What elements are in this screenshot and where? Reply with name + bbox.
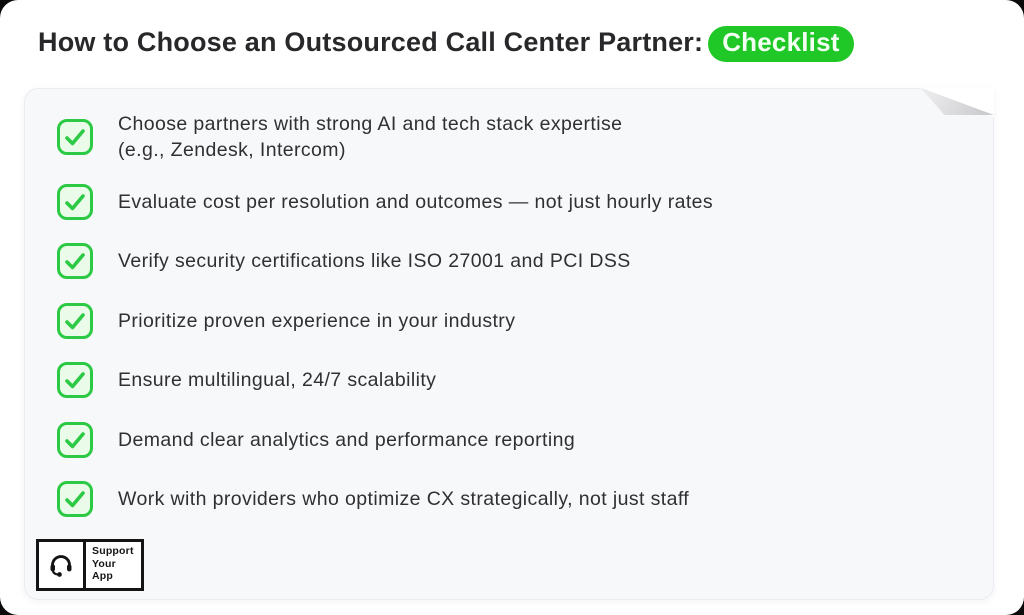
checklist-item-label: Ensure multilingual, 24/7 scalability (118, 368, 437, 391)
checklist-item: Choose partners with strong AI and tech … (57, 111, 622, 163)
checkbox-checked-icon (57, 243, 93, 279)
support-your-app-logo: Support Your App (36, 539, 144, 591)
checkbox-checked-icon (57, 362, 93, 398)
checkbox-checked-icon (57, 481, 93, 517)
page-title-text: How to Choose an Outsourced Call Center … (38, 27, 704, 57)
checklist-item-label: Work with providers who optimize CX stra… (118, 487, 690, 510)
checklist-item-label: Choose partners with strong AI and tech … (118, 113, 623, 162)
checklist-item-label: Demand clear analytics and performance r… (118, 428, 576, 451)
checklist-item: Evaluate cost per resolution and outcome… (57, 184, 713, 220)
checklist-item: Verify security certifications like ISO … (57, 243, 631, 279)
checklist-item: Prioritize proven experience in your ind… (57, 303, 515, 339)
headset-icon (39, 542, 86, 588)
checkbox-checked-icon (57, 422, 93, 458)
checklist-item-label: Evaluate cost per resolution and outcome… (118, 190, 714, 213)
checklist-item-label: Prioritize proven experience in your ind… (118, 309, 516, 332)
checklist-card: Choose partners with strong AI and tech … (24, 88, 994, 600)
checkbox-checked-icon (57, 303, 93, 339)
logo-wordmark: Support Your App (92, 545, 134, 583)
checklist-item: Ensure multilingual, 24/7 scalability (57, 362, 436, 398)
checklist-item-label: Verify security certifications like ISO … (118, 249, 631, 272)
checkbox-checked-icon (57, 184, 93, 220)
page-title: How to Choose an Outsourced Call Center … (38, 24, 854, 62)
checklist-item: Work with providers who optimize CX stra… (57, 481, 689, 517)
checklist-badge: Checklist (708, 26, 854, 62)
checkbox-checked-icon (57, 119, 93, 156)
checklist-item: Demand clear analytics and performance r… (57, 422, 575, 458)
